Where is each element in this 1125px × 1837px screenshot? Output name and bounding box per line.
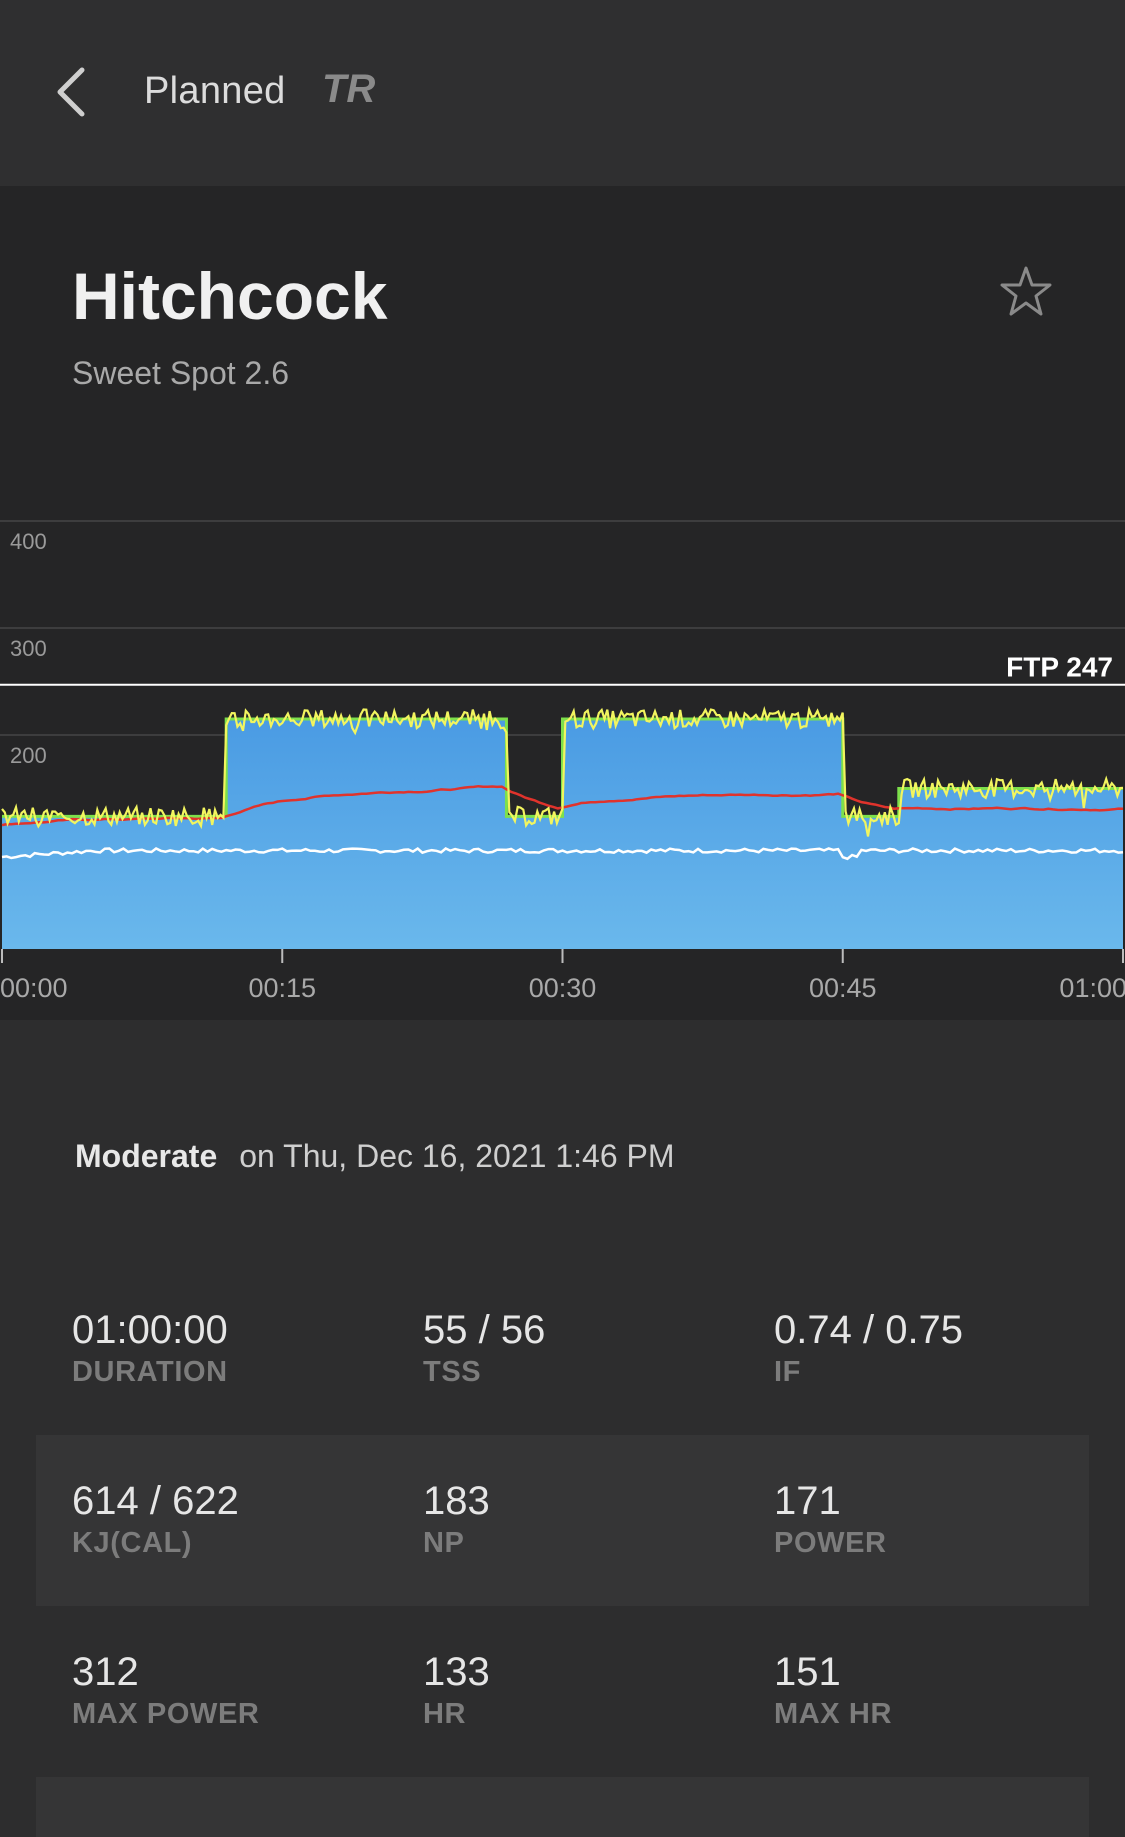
favorite-star-icon[interactable] bbox=[998, 264, 1054, 320]
stats-grid: 01:00:00 DURATION 55 / 56 TSS 0.74 / 0.75 I… bbox=[36, 1264, 1089, 1837]
intensity-label: Moderate bbox=[75, 1138, 218, 1174]
workout-summary: Moderate on Thu, Dec 16, 2021 1:46 PM bbox=[75, 1138, 675, 1175]
stat-power: 171 POWER bbox=[774, 1479, 887, 1559]
completed-date: on Thu, Dec 16, 2021 1:46 PM bbox=[239, 1138, 675, 1174]
header-title: Planned bbox=[144, 70, 286, 112]
stat-if: 0.74 / 0.75 IF bbox=[774, 1308, 964, 1388]
stats-row bbox=[36, 1777, 1089, 1837]
y-tick-label: 200 bbox=[10, 743, 47, 768]
stat-np: 183 NP bbox=[423, 1479, 490, 1559]
back-arrow-icon[interactable] bbox=[48, 62, 98, 122]
stat-max-hr: 151 MAX HR bbox=[774, 1650, 892, 1730]
x-tick-label: 01:00 bbox=[1059, 973, 1125, 1003]
y-tick-label: 400 bbox=[10, 529, 47, 554]
ftp-label: FTP 247 bbox=[1006, 652, 1113, 683]
stat-max-power: 312 MAX POWER bbox=[72, 1650, 260, 1730]
svg-text:TR: TR bbox=[322, 67, 375, 111]
cadence-line bbox=[1, 847, 1124, 861]
x-tick-label: 00:15 bbox=[248, 973, 316, 1003]
stat-duration: 01:00:00 DURATION bbox=[72, 1308, 228, 1388]
workout-power-chart: 400 300 200 FTP 247 00:00 00:15 00:30 00:45 01:0… bbox=[0, 520, 1125, 1003]
stat-kj: 614 / 622 KJ(CAL) bbox=[72, 1479, 239, 1559]
stats-row: 614 / 622 KJ(CAL) 183 NP 171 POWER bbox=[36, 1435, 1089, 1606]
x-tick-label: 00:30 bbox=[529, 973, 597, 1003]
workout-subtitle: Sweet Spot 2.6 bbox=[72, 355, 290, 391]
stats-row: 312 MAX POWER 133 HR 151 MAX HR bbox=[36, 1606, 1089, 1777]
trainerroad-logo-icon: TR bbox=[322, 67, 375, 111]
x-tick-label: 00:45 bbox=[809, 973, 877, 1003]
stat-tss: 55 / 56 TSS bbox=[423, 1308, 546, 1388]
stats-row: 01:00:00 DURATION 55 / 56 TSS 0.74 / 0.75 I… bbox=[36, 1264, 1089, 1435]
power-line bbox=[1, 705, 1124, 837]
y-tick-label: 300 bbox=[10, 636, 47, 661]
workout-title: Hitchcock bbox=[72, 259, 388, 333]
x-tick-label: 00:00 bbox=[0, 973, 68, 1003]
top-bar: Planned TR bbox=[0, 0, 1125, 186]
stat-hr: 133 HR bbox=[423, 1650, 490, 1730]
